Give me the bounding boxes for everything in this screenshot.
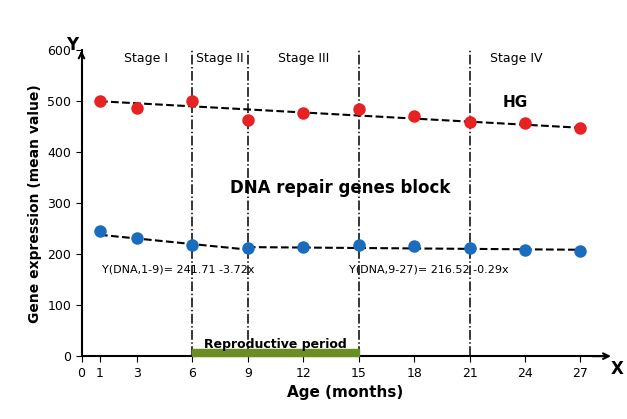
Text: Reproductive period: Reproductive period bbox=[204, 339, 347, 352]
Text: Y(DNA,9-27)= 216.52 -0.29x: Y(DNA,9-27)= 216.52 -0.29x bbox=[349, 264, 509, 274]
Text: DNA repair genes block: DNA repair genes block bbox=[230, 179, 450, 197]
Text: Stage III: Stage III bbox=[278, 52, 329, 65]
Text: Stage II: Stage II bbox=[196, 52, 244, 65]
X-axis label: Age (months): Age (months) bbox=[287, 385, 403, 400]
Text: X: X bbox=[611, 360, 624, 378]
Bar bbox=[192, 349, 359, 356]
Text: Stage IV: Stage IV bbox=[490, 52, 542, 65]
Text: Stage I: Stage I bbox=[124, 52, 168, 65]
Text: Y(DNA,1-9)= 241.71 -3.72x: Y(DNA,1-9)= 241.71 -3.72x bbox=[102, 264, 255, 274]
Text: HG: HG bbox=[503, 95, 528, 110]
Text: Y: Y bbox=[66, 36, 78, 54]
Y-axis label: Gene expression (mean value): Gene expression (mean value) bbox=[28, 84, 41, 323]
